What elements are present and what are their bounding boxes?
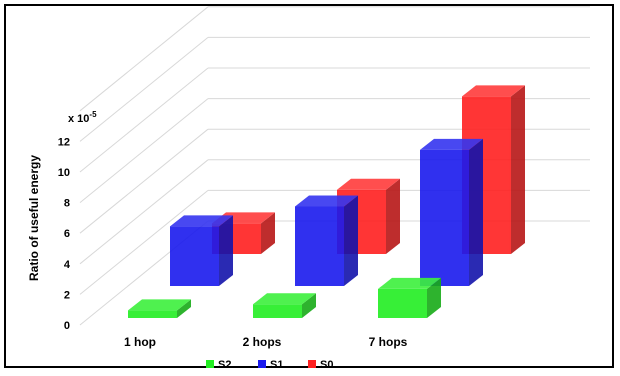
legend-swatch xyxy=(308,360,316,368)
legend-label: S2 xyxy=(218,359,231,371)
y-tick-label: 0 xyxy=(64,320,70,332)
legend-swatch xyxy=(206,360,214,368)
depth-gridline xyxy=(79,128,209,234)
y-tick-label: 12 xyxy=(58,136,70,148)
depth-gridline xyxy=(79,159,209,265)
y-axis-ticks: 0 2 4 6 8 10 12 xyxy=(58,136,71,332)
y-tick-label: 2 xyxy=(64,289,70,301)
bar-S1-1-hop xyxy=(170,215,233,286)
bar-S1-2-hops xyxy=(295,195,358,286)
x-category-label: 1 hop xyxy=(124,335,156,349)
x-category-label: 2 hops xyxy=(243,335,282,349)
x-category-label: 7 hops xyxy=(369,335,408,349)
chart-legend: S2 S1 S0 xyxy=(206,359,333,371)
legend-label: S1 xyxy=(270,359,283,371)
legend-swatch xyxy=(258,360,266,368)
bar-S2-1-hop xyxy=(128,299,191,318)
y-tick-label: 4 xyxy=(64,259,71,271)
depth-gridline xyxy=(79,37,209,142)
y-axis-multiplier: x 10-5 xyxy=(68,110,97,125)
legend-label: S0 xyxy=(320,359,333,371)
legend-item-S1: S1 xyxy=(258,359,283,371)
bar-series xyxy=(128,85,525,318)
series-S1 xyxy=(170,138,483,286)
y-axis-label: Ratio of useful energy xyxy=(27,155,41,281)
y-tick-label: 8 xyxy=(64,198,70,210)
depth-gridline xyxy=(79,190,209,295)
depth-gridline xyxy=(79,6,209,112)
y-tick-label: 6 xyxy=(64,228,70,240)
legend-item-S0: S0 xyxy=(308,359,333,371)
depth-gridline xyxy=(79,67,209,173)
series-S2 xyxy=(128,277,441,318)
bar-S2-7-hops xyxy=(378,277,441,318)
y-tick-label: 10 xyxy=(58,167,70,179)
legend-item-S2: S2 xyxy=(206,359,231,371)
x-axis-categories: 1 hop 2 hops 7 hops xyxy=(124,335,408,349)
bar-S2-2-hops xyxy=(253,293,316,318)
bar-S1-7-hops xyxy=(420,138,483,286)
depth-gridline xyxy=(79,98,209,203)
